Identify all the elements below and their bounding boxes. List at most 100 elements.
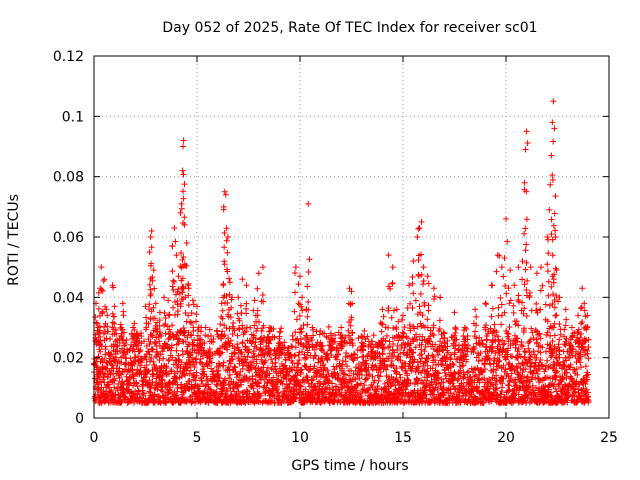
data-point xyxy=(442,358,449,365)
data-point xyxy=(141,338,148,345)
data-point xyxy=(552,234,559,240)
x-tick-label: 5 xyxy=(193,430,202,446)
data-point xyxy=(143,356,150,363)
data-point xyxy=(544,268,551,275)
data-point xyxy=(189,341,196,348)
data-point xyxy=(254,379,261,386)
data-point xyxy=(103,359,110,366)
data-point xyxy=(348,316,355,323)
data-point xyxy=(340,370,347,377)
data-point xyxy=(133,339,140,346)
data-point xyxy=(156,331,163,338)
data-point xyxy=(109,310,116,317)
y-tick-label: 0 xyxy=(75,411,84,427)
data-point xyxy=(221,258,228,265)
data-point xyxy=(154,326,161,333)
data-point xyxy=(292,329,299,336)
data-point xyxy=(150,304,157,311)
data-point xyxy=(510,302,517,309)
data-point xyxy=(250,385,257,392)
data-point xyxy=(460,362,467,369)
data-point xyxy=(149,274,156,281)
data-point xyxy=(539,344,546,351)
data-point xyxy=(563,369,570,376)
data-point xyxy=(504,238,511,245)
data-point xyxy=(239,322,246,329)
data-point xyxy=(463,325,470,332)
data-point xyxy=(523,287,530,294)
data-point xyxy=(522,366,529,373)
data-point xyxy=(226,382,233,389)
data-point xyxy=(431,296,438,303)
data-point xyxy=(147,234,154,240)
data-point xyxy=(494,252,501,259)
data-point xyxy=(231,363,238,370)
data-point xyxy=(334,356,341,363)
data-point xyxy=(243,374,250,381)
data-point xyxy=(177,300,184,307)
data-point xyxy=(121,342,128,349)
data-point xyxy=(545,292,552,299)
data-point xyxy=(442,369,449,376)
data-point xyxy=(223,237,230,244)
data-point xyxy=(329,380,336,387)
data-point xyxy=(409,280,416,287)
data-point xyxy=(454,377,461,384)
data-point xyxy=(298,366,305,373)
data-point xyxy=(173,252,180,259)
data-point xyxy=(299,294,306,301)
data-point xyxy=(297,326,304,333)
data-point xyxy=(95,305,102,312)
data-point xyxy=(537,306,544,313)
data-point xyxy=(575,326,582,333)
data-point xyxy=(555,298,562,305)
data-point xyxy=(569,352,576,359)
data-point xyxy=(585,344,592,351)
data-point xyxy=(423,355,430,362)
data-point xyxy=(436,317,443,324)
data-point xyxy=(325,323,332,330)
data-point xyxy=(98,264,105,271)
data-point xyxy=(99,287,106,294)
data-point xyxy=(399,329,406,336)
data-point xyxy=(449,380,456,387)
data-point xyxy=(255,318,262,325)
data-point xyxy=(553,374,560,381)
data-point xyxy=(310,326,317,333)
data-point xyxy=(553,266,560,273)
data-point xyxy=(304,313,311,320)
data-point xyxy=(397,374,404,381)
data-point xyxy=(168,367,175,374)
data-point xyxy=(366,371,373,378)
data-point xyxy=(505,382,512,389)
data-point xyxy=(178,359,185,366)
data-point xyxy=(461,341,468,348)
data-point xyxy=(137,347,144,354)
data-point xyxy=(198,377,205,384)
data-point xyxy=(143,343,150,350)
data-point xyxy=(361,382,368,389)
data-point xyxy=(370,344,377,351)
data-point xyxy=(167,384,174,391)
data-point xyxy=(131,326,138,333)
data-point xyxy=(526,289,533,296)
data-point xyxy=(551,304,558,311)
data-point xyxy=(482,300,489,307)
data-point xyxy=(146,281,153,288)
data-point xyxy=(450,374,457,381)
data-point xyxy=(197,341,204,348)
data-point xyxy=(257,392,264,399)
data-point xyxy=(501,255,508,262)
data-point xyxy=(234,382,241,389)
data-point xyxy=(102,303,109,310)
data-point xyxy=(175,352,182,359)
data-point xyxy=(122,341,129,348)
data-point xyxy=(423,337,430,344)
data-point xyxy=(297,369,304,376)
data-point xyxy=(418,341,425,348)
data-point xyxy=(518,339,525,346)
data-point xyxy=(524,373,531,380)
data-point xyxy=(542,348,549,355)
data-point xyxy=(329,344,336,351)
data-point xyxy=(177,363,184,370)
